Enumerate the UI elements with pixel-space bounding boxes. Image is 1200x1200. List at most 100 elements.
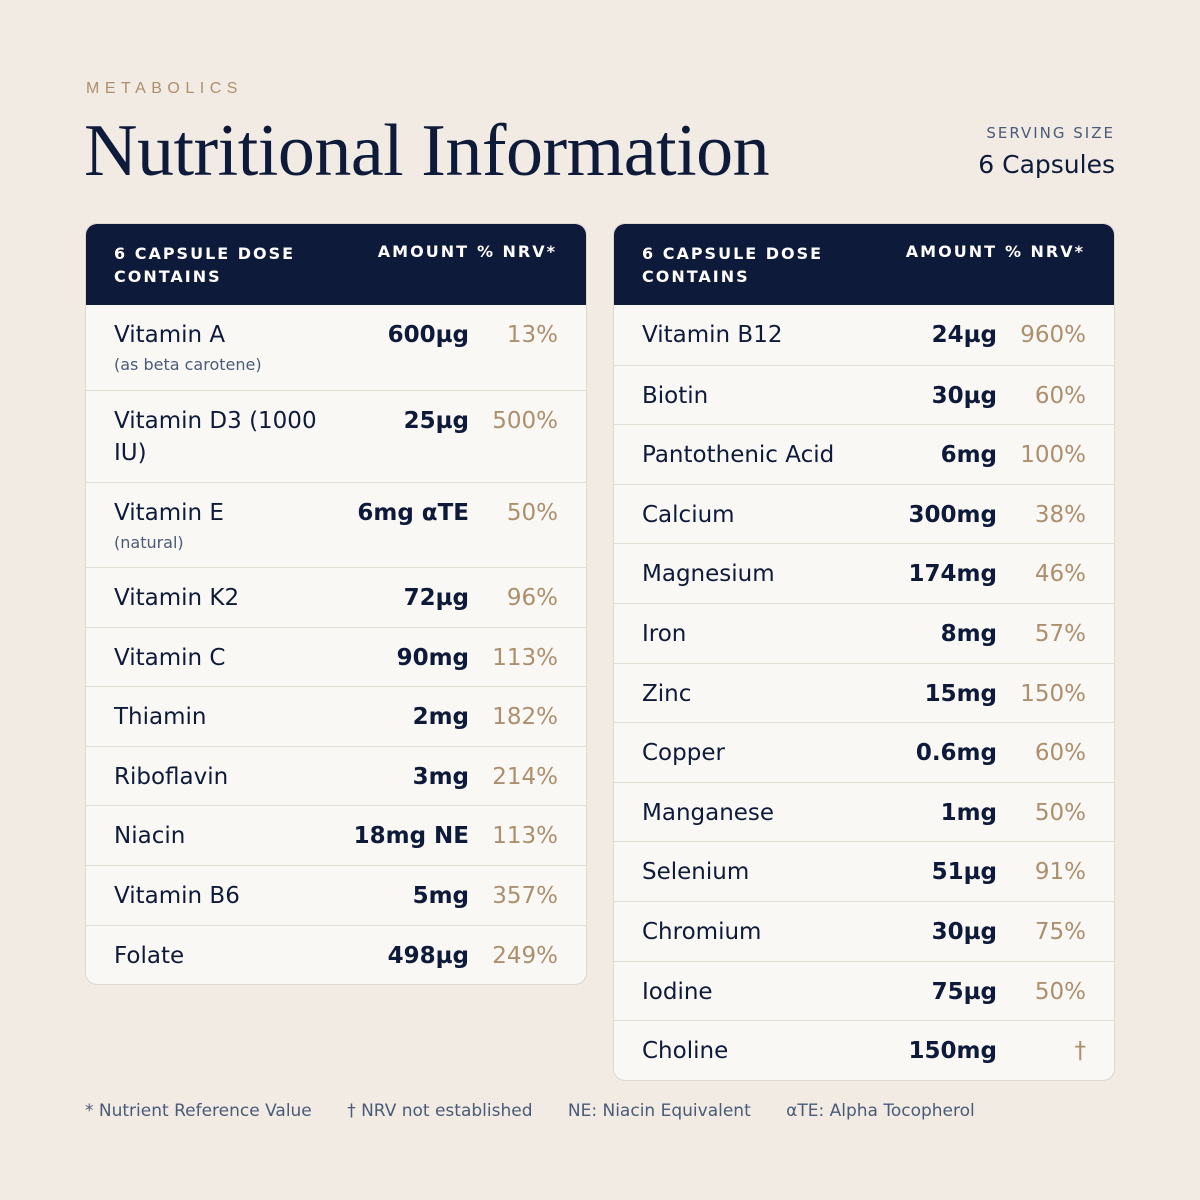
table-header: 6 CAPSULE DOSE CONTAINS AMOUNT % NRV*	[86, 224, 586, 305]
nutrient-amount: 90mg	[396, 644, 469, 671]
nutrient-amount: 72µg	[403, 585, 469, 611]
nutrient-table-left: 6 CAPSULE DOSE CONTAINS AMOUNT % NRV* Vi…	[85, 223, 587, 986]
table-row: Vitamin C 90mg 113%	[86, 626, 586, 687]
nutrient-name: Pantothenic Acid	[642, 442, 835, 469]
table-row: Niacin 18mg NE 113%	[86, 805, 586, 865]
table-row: Iodine 75µg 50%	[614, 960, 1114, 1021]
header-dose: 6 CAPSULE DOSE CONTAINS	[114, 244, 296, 286]
nutrient-amount: 300mg	[908, 501, 997, 528]
nutrient-note: (natural)	[114, 533, 184, 552]
footnote-ne: NE: Niacin Equivalent	[567, 1101, 751, 1121]
nutrient-name: Iodine	[642, 978, 713, 1005]
table-row: Vitamin B6 5mg 357%	[86, 864, 586, 925]
nutrient-name: Vitamin B6	[114, 882, 240, 909]
nutrient-nrv: 38%	[1034, 501, 1086, 528]
header-nrv: % NRV*	[1004, 242, 1085, 261]
nutrient-nrv: 960%	[1020, 322, 1086, 348]
page-title: Nutritional Information	[84, 110, 770, 192]
nutrient-name: Niacin	[114, 823, 186, 850]
nutrient-amount: 6mg αTE	[357, 500, 469, 526]
nutrient-amount: 174mg	[908, 561, 997, 588]
header-amount: AMOUNT	[377, 242, 469, 261]
nutrient-amount: 6mg	[940, 442, 997, 469]
table-header: 6 CAPSULE DOSE CONTAINS AMOUNT % NRV*	[614, 224, 1114, 305]
nutrient-amount: 1mg	[940, 799, 997, 826]
nutrient-name: Iron	[642, 620, 687, 647]
footnote-nrv: * Nutrient Reference Value	[85, 1101, 312, 1121]
nutrient-nrv: 13%	[506, 322, 558, 348]
nutrient-amount: 51µg	[931, 859, 997, 886]
nutrient-name: Choline	[642, 1038, 729, 1065]
nutrient-nrv: 75%	[1034, 918, 1086, 945]
nutrient-nrv: 357%	[492, 882, 558, 909]
nutrient-amount: 25µg	[403, 408, 469, 434]
nutrient-nrv: 57%	[1034, 620, 1086, 647]
brand-label: METABOLICS	[86, 80, 243, 97]
nutrient-nrv: 113%	[492, 644, 558, 671]
nutrient-nrv: 60%	[1034, 740, 1086, 767]
footnote-ate: αTE: Alpha Tocopherol	[786, 1101, 975, 1121]
nutrient-name: Biotin	[642, 382, 709, 409]
nutrient-nrv: 100%	[1020, 442, 1086, 469]
nutrient-nrv: 500%	[492, 408, 558, 434]
nutrient-name: Zinc	[642, 680, 692, 707]
table-row: Folate 498µg 249%	[86, 924, 586, 985]
header-nrv: % NRV*	[476, 242, 557, 261]
nutrient-amount: 8mg	[940, 620, 997, 647]
table-row: Vitamin D3 (1000 IU) 25µg 500%	[86, 390, 586, 482]
nutrient-name: Vitamin E	[114, 500, 224, 526]
footnote-dagger: † NRV not established	[347, 1101, 533, 1121]
nutrient-amount: 150mg	[908, 1038, 997, 1065]
nutrient-name: Thiamin	[114, 704, 207, 731]
table-row: Thiamin 2mg 182%	[86, 686, 586, 746]
table-row: Riboflavin 3mg 214%	[86, 745, 586, 806]
nutrient-amount: 15mg	[924, 680, 997, 707]
nutrient-amount: 2mg	[412, 704, 469, 731]
nutrient-amount: 24µg	[931, 322, 997, 348]
serving-size-value: 6 Capsules	[978, 150, 1115, 179]
nutrient-name: Vitamin C	[114, 644, 226, 671]
nutrient-name: Folate	[114, 942, 185, 969]
table-row: Vitamin B12 24µg 960%	[614, 305, 1114, 365]
serving-size-label: SERVING SIZE	[986, 124, 1115, 142]
table-row: Selenium 51µg 91%	[614, 841, 1114, 901]
nutrient-amount: 5mg	[412, 882, 469, 909]
footnotes: * Nutrient Reference Value † NRV not est…	[85, 1101, 1005, 1121]
nutrient-name: Vitamin B12	[642, 322, 783, 348]
nutrient-nrv: 50%	[1034, 799, 1086, 826]
nutrient-nrv: 96%	[506, 585, 558, 611]
nutrient-amount: 3mg	[412, 763, 469, 790]
nutrient-name: Copper	[642, 740, 725, 767]
nutrient-nrv: 50%	[1034, 978, 1086, 1005]
table-row: Iron 8mg 57%	[614, 602, 1114, 663]
nutrient-amount: 75µg	[931, 978, 997, 1005]
nutrient-name: Vitamin A	[114, 322, 226, 348]
nutrient-name: Vitamin D3 (1000 IU)	[114, 408, 317, 466]
table-row: Vitamin A (as beta carotene) 600µg 13%	[86, 305, 586, 390]
nutrient-nrv: 150%	[1020, 680, 1086, 707]
nutrient-amount: 0.6mg	[915, 740, 997, 767]
nutrient-name: Riboflavin	[114, 763, 229, 790]
nutrient-nrv: 60%	[1034, 382, 1086, 409]
table-row: Choline 150mg †	[614, 1020, 1114, 1080]
nutrient-nrv: 113%	[492, 823, 558, 850]
nutrient-note: (as beta carotene)	[114, 355, 262, 374]
table-row: Vitamin E (natural) 6mg αTE 50%	[86, 482, 586, 567]
nutrient-name: Vitamin K2	[114, 585, 240, 611]
nutrient-name: Selenium	[642, 859, 750, 886]
serving-size: SERVING SIZE 6 Capsules	[978, 124, 1115, 179]
table-row: Copper 0.6mg 60%	[614, 722, 1114, 782]
table-row: Chromium 30µg 75%	[614, 900, 1114, 961]
header-dose: 6 CAPSULE DOSE CONTAINS	[642, 244, 824, 286]
nutrient-nrv: 46%	[1034, 561, 1086, 588]
table-row: Manganese 1mg 50%	[614, 781, 1114, 842]
header-amount: AMOUNT	[905, 242, 997, 261]
nutrient-name: Magnesium	[642, 561, 775, 588]
nutrient-amount: 30µg	[931, 382, 997, 409]
table-row: Magnesium 174mg 46%	[614, 543, 1114, 603]
nutrient-amount: 600µg	[387, 322, 469, 348]
nutrient-nrv: 182%	[492, 704, 558, 731]
nutrient-nrv: †	[1074, 1038, 1087, 1065]
nutrient-nrv: 214%	[492, 763, 558, 790]
nutrient-amount: 18mg NE	[353, 823, 469, 850]
